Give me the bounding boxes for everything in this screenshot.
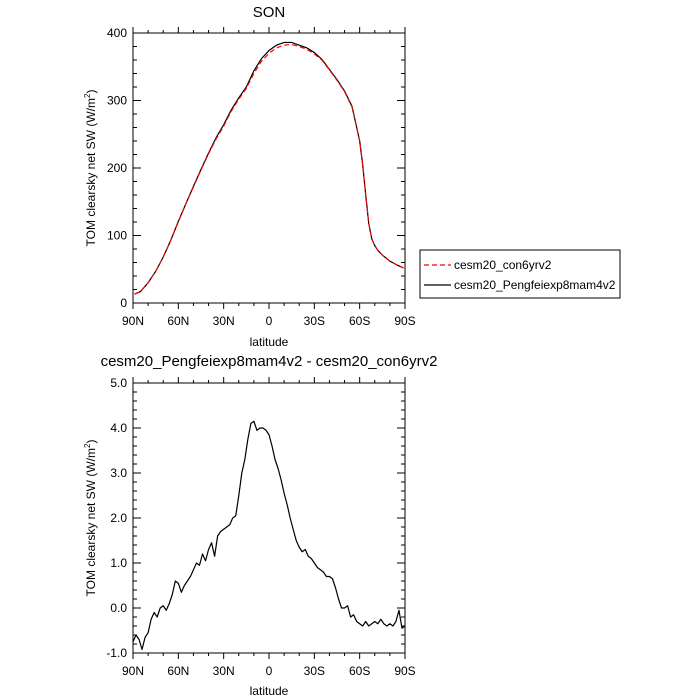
panel-top: SON 0 100 200 300 400 90N 60N 30N 0 30S 60S 90S la… (83, 4, 416, 349)
xtick-label: 30S (304, 314, 325, 328)
top-chart-title: SON (253, 4, 286, 21)
xtick-label: 60S (349, 664, 370, 678)
top-series-group (134, 41, 404, 295)
xtick-label: 60N (167, 664, 189, 678)
series-line-cesm20_con6yrv2 (134, 43, 404, 295)
top-xtick-labels: 90N 60N 30N 0 30S 60S 90S (122, 314, 416, 328)
legend-label-con6yrv2: cesm20_con6yrv2 (454, 258, 552, 272)
xtick-label: 0 (266, 664, 273, 678)
legend-label-pengfei: cesm20_Pengfeiexp8mam4v2 (454, 278, 616, 292)
ytick-label: 4.0 (110, 421, 127, 435)
xtick-label: 60N (167, 314, 189, 328)
top-y-axis-label: TOM clearsky net SW (W/m2) (83, 90, 98, 247)
legend: cesm20_con6yrv2 cesm20_Pengfeiexp8mam4v2 (419, 249, 621, 299)
ytick-label: 1.0 (110, 556, 127, 570)
xtick-label: 0 (266, 314, 273, 328)
top-ytick-labels: 0 100 200 300 400 (107, 26, 127, 310)
bottom-ytick-labels: -1.0 0.0 1.0 2.0 3.0 4.0 5.0 (106, 376, 127, 660)
xtick-label: 90S (394, 314, 415, 328)
xtick-label: 30N (213, 664, 235, 678)
ytick-label: 5.0 (110, 376, 127, 390)
ytick-label: 3.0 (110, 466, 127, 480)
bottom-xtick-labels: 90N 60N 30N 0 30S 60S 90S (122, 664, 416, 678)
ytick-label: -1.0 (106, 646, 127, 660)
top-ticks (132, 27, 406, 309)
xtick-label: 90N (122, 314, 144, 328)
bottom-series-group (132, 420, 406, 651)
bottom-x-axis-label: latitude (250, 684, 289, 698)
bottom-ticks (132, 377, 406, 659)
panel-bottom: cesm20_Pengfeiexp8mam4v2 - cesm20_con6yr… (83, 353, 437, 698)
bottom-plot-frame (132, 382, 406, 654)
xtick-label: 90S (394, 664, 415, 678)
ytick-label: 400 (107, 26, 127, 40)
ytick-label: 300 (107, 94, 127, 108)
bottom-y-axis-label: TOM clearsky net SW (W/m2) (83, 440, 98, 597)
ytick-label: 100 (107, 229, 127, 243)
ytick-label: 2.0 (110, 511, 127, 525)
ytick-label: 0 (120, 296, 127, 310)
bottom-chart-title: cesm20_Pengfeiexp8mam4v2 - cesm20_con6yr… (101, 353, 438, 370)
xtick-label: 60S (349, 314, 370, 328)
legend-box (419, 249, 621, 299)
xtick-label: 90N (122, 664, 144, 678)
ytick-label: 0.0 (110, 601, 127, 615)
top-x-axis-label: latitude (250, 335, 289, 349)
series-line-cesm20_Pengfeiexp8mam4v2 - cesm20_con6yrv2 (132, 420, 406, 651)
top-plot-frame (132, 32, 406, 304)
ytick-label: 200 (107, 161, 127, 175)
xtick-label: 30S (304, 664, 325, 678)
xtick-label: 30N (213, 314, 235, 328)
